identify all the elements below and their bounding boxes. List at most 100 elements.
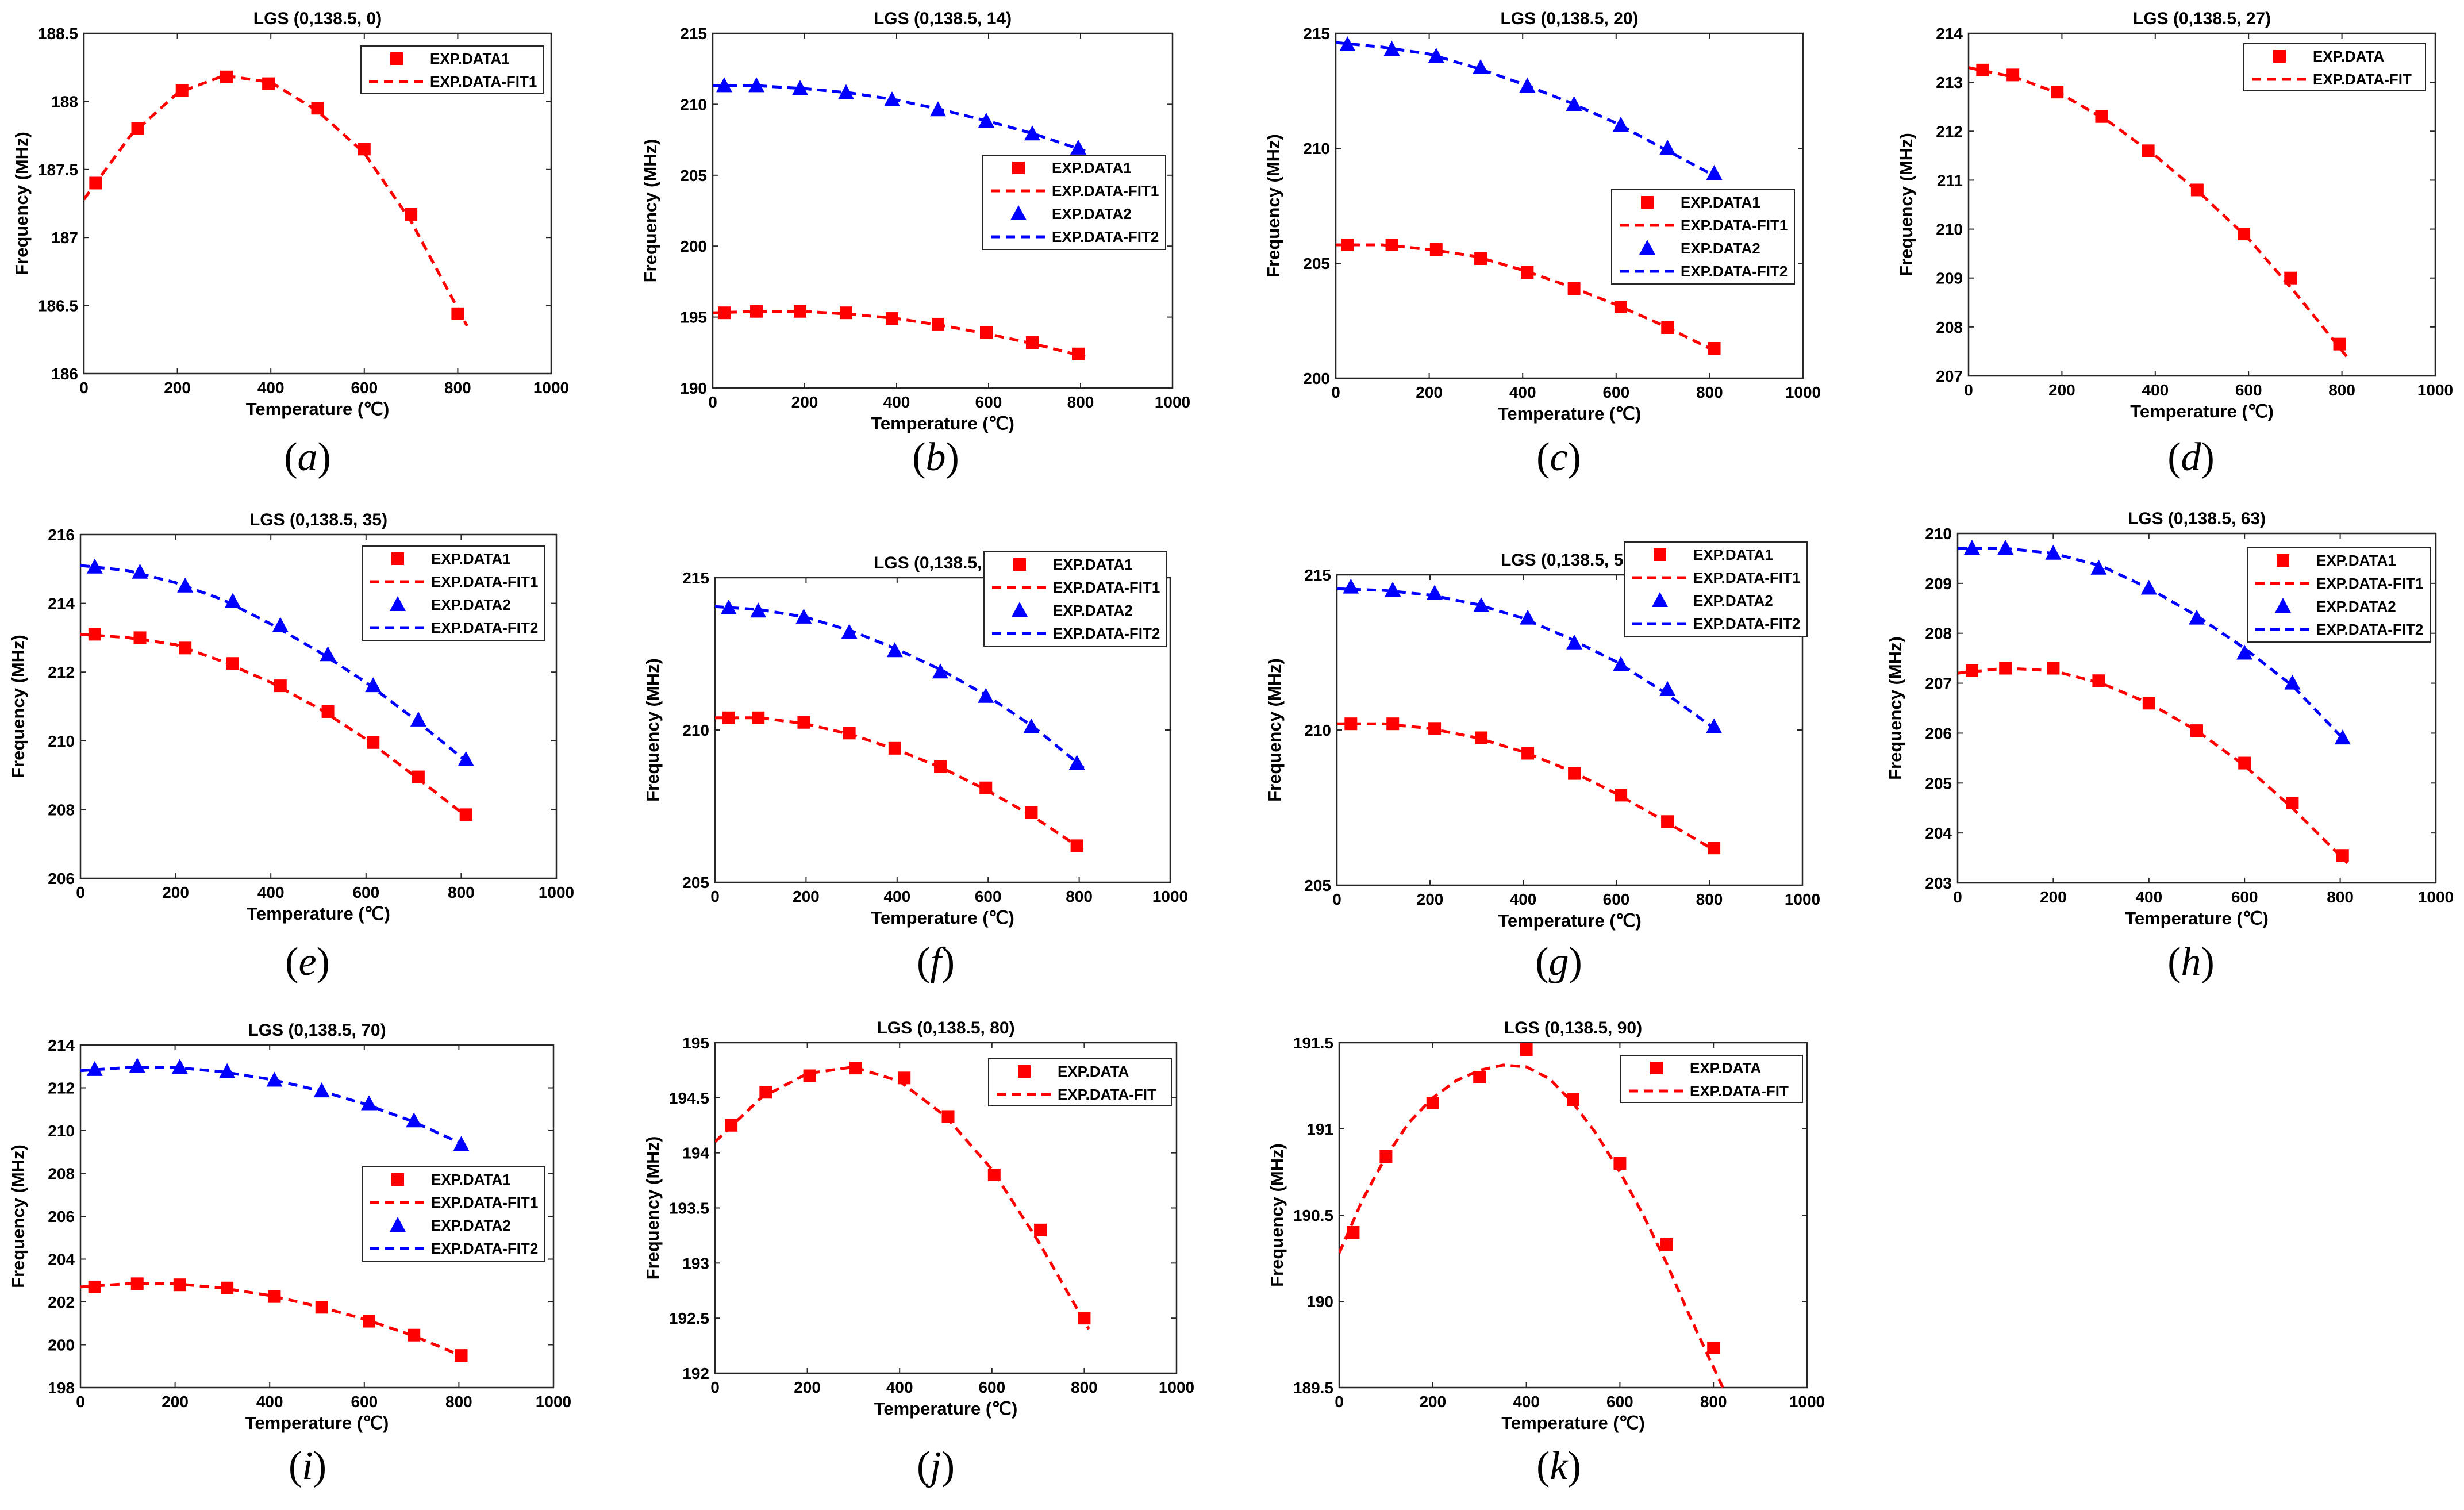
y-tick-label: 203 [1925, 874, 1952, 892]
legend-label: EXP.DATA-FIT1 [1681, 217, 1788, 234]
data-point [2047, 662, 2060, 675]
data-point [748, 77, 764, 93]
data-point [220, 70, 233, 83]
legend-label: EXP.DATA-FIT [1058, 1086, 1156, 1103]
y-tick-label: 190 [1306, 1293, 1333, 1311]
panel-label: (j) [917, 1444, 955, 1488]
data-point [1566, 634, 1583, 650]
y-axis-label: Frequency (MHz) [8, 635, 28, 778]
data-point [2006, 68, 2020, 82]
x-tick-label: 400 [1513, 1393, 1540, 1411]
data-point [849, 1062, 862, 1075]
x-tick-label: 800 [445, 1393, 472, 1411]
data-point [934, 760, 947, 773]
legend: EXP.DATA EXP.DATA-FIT [988, 1058, 1172, 1106]
y-axis-label: Frequency (MHz) [11, 132, 32, 275]
y-tick-label: 204 [1925, 824, 1952, 842]
x-axis-label: Temperature (℃) [871, 413, 1014, 433]
data-point [130, 1277, 144, 1290]
data-series [1965, 662, 2349, 862]
x-tick-label: 1000 [1789, 1393, 1825, 1411]
legend-label: EXP.DATA-FIT1 [430, 73, 537, 90]
y-tick-label: 186 [51, 365, 78, 383]
legend-label: EXP.DATA1 [1693, 546, 1773, 563]
data-point [795, 608, 812, 624]
legend-marker [1641, 196, 1654, 209]
y-tick-label: 191 [1306, 1120, 1333, 1138]
legend-label: EXP.DATA1 [1053, 556, 1133, 573]
chart-title: LGS (0,138.5, 55) [1501, 551, 1639, 570]
x-tick-label: 0 [1335, 1393, 1344, 1411]
data-point [410, 711, 426, 727]
y-axis-label: Frequency (MHz) [1896, 133, 1916, 276]
chart-title: LGS (0,138.5, 63) [2128, 509, 2266, 528]
x-tick-label: 200 [794, 1378, 821, 1396]
legend-marker [1012, 162, 1025, 174]
data-point [2095, 110, 2108, 123]
data-point [367, 736, 380, 749]
data-point [2140, 579, 2157, 595]
data-point [1070, 139, 1086, 155]
y-tick-label: 186.5 [38, 297, 78, 315]
y-axis-label: Frequency (MHz) [8, 1144, 28, 1288]
y-tick-label: 206 [1925, 724, 1952, 742]
y-axis-label: Frequency (MHz) [1263, 134, 1283, 278]
y-tick-label: 205 [682, 874, 709, 892]
x-tick-label: 1000 [1155, 393, 1190, 411]
y-tick-label: 204 [48, 1251, 75, 1269]
y-tick-label: 215 [1304, 566, 1331, 584]
data-point [315, 1301, 328, 1314]
x-tick-label: 0 [76, 883, 85, 901]
chart-title: LGS (0,138.5, 80) [877, 1019, 1014, 1038]
data-point [716, 77, 732, 93]
data-point [86, 558, 103, 574]
x-tick-label: 400 [257, 379, 285, 397]
x-tick-label: 600 [2231, 888, 2258, 906]
legend-label: EXP.DATA2 [1693, 592, 1773, 609]
y-tick-label: 210 [1304, 721, 1331, 739]
data-point [1708, 842, 1721, 855]
data-point [752, 711, 765, 724]
x-axis-label: Temperature (℃) [871, 908, 1014, 928]
x-tick-label: 600 [2235, 381, 2262, 399]
y-axis-label: Frequency (MHz) [1885, 636, 1905, 780]
data-point [1475, 731, 1488, 744]
y-tick-label: 192.5 [669, 1309, 709, 1327]
data-point [1615, 789, 1628, 802]
data-point [1474, 252, 1487, 265]
data-point [313, 1082, 330, 1098]
data-point [2236, 644, 2253, 660]
panel-label: (a) [284, 435, 331, 479]
x-tick-label: 600 [1602, 383, 1629, 401]
legend-marker [391, 552, 404, 565]
legend-marker [1010, 205, 1027, 220]
fit-line [80, 1066, 467, 1147]
data-point [1997, 540, 2014, 555]
data-point [838, 84, 854, 99]
data-point [987, 1169, 1001, 1181]
panel-label: (h) [2167, 940, 2215, 984]
legend-marker [390, 596, 406, 611]
legend-marker [1018, 1065, 1031, 1078]
y-tick-label: 200 [1303, 370, 1330, 387]
chart-i: LGS (0,138.5, 70) 0 200 400 600 800 1000 198 200… [8, 1021, 571, 1488]
x-tick-label: 0 [79, 379, 89, 397]
x-axis-label: Temperature (℃) [1498, 404, 1642, 424]
x-axis-label: Temperature (℃) [247, 904, 390, 924]
y-tick-label: 212 [48, 1079, 75, 1097]
x-tick-label: 600 [975, 887, 1002, 905]
data-point [1999, 662, 2012, 675]
legend-label: EXP.DATA1 [430, 50, 510, 67]
data-point [1385, 582, 1401, 597]
legend-label: EXP.DATA-FIT1 [1053, 579, 1160, 596]
y-tick-label: 215 [1303, 25, 1330, 43]
y-tick-label: 205 [680, 167, 707, 185]
x-tick-label: 1000 [2418, 888, 2454, 906]
data-point [1024, 125, 1040, 141]
data-point [2334, 729, 2351, 745]
data-point [932, 663, 949, 679]
data-point [2189, 609, 2205, 625]
data-point [979, 781, 993, 794]
data-series [718, 305, 1085, 360]
